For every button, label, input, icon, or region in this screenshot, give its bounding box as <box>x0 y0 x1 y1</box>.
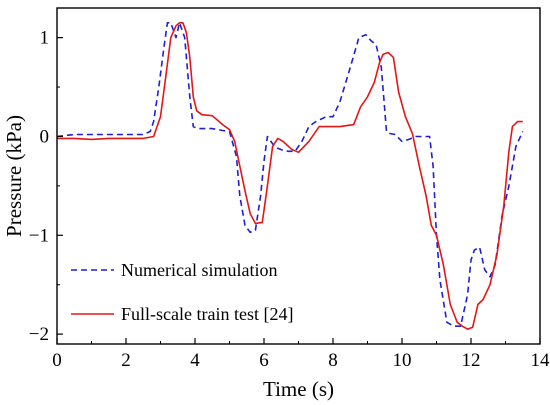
x-tick-label: 14 <box>531 350 550 371</box>
series-line-full-scale-test <box>57 21 523 331</box>
plot-frame <box>56 7 541 345</box>
y-tick-label: −2 <box>29 324 49 345</box>
legend-label-numerical: Numerical simulation <box>121 260 277 280</box>
x-tick-label: 10 <box>393 350 412 371</box>
y-axis-label: Pressure (kPa) <box>2 115 26 237</box>
y-tick-label: −1 <box>29 225 49 246</box>
x-axis-label: Time (s) <box>263 377 334 401</box>
x-tick-label: 2 <box>121 350 131 371</box>
y-tick-label: 0 <box>40 126 50 147</box>
x-tick-label: 12 <box>462 350 481 371</box>
x-tick-label: 4 <box>190 350 200 371</box>
legend-label-full-scale: Full-scale train test [24] <box>121 304 293 324</box>
y-tick-label: 1 <box>40 28 50 49</box>
x-tick-label: 0 <box>52 350 62 371</box>
legend: Numerical simulation Full-scale train te… <box>71 260 293 324</box>
series-line-numerical-simulation <box>56 21 524 328</box>
x-tick-label: 8 <box>328 350 338 371</box>
x-tick-label: 6 <box>259 350 269 371</box>
series-layer <box>56 21 524 331</box>
